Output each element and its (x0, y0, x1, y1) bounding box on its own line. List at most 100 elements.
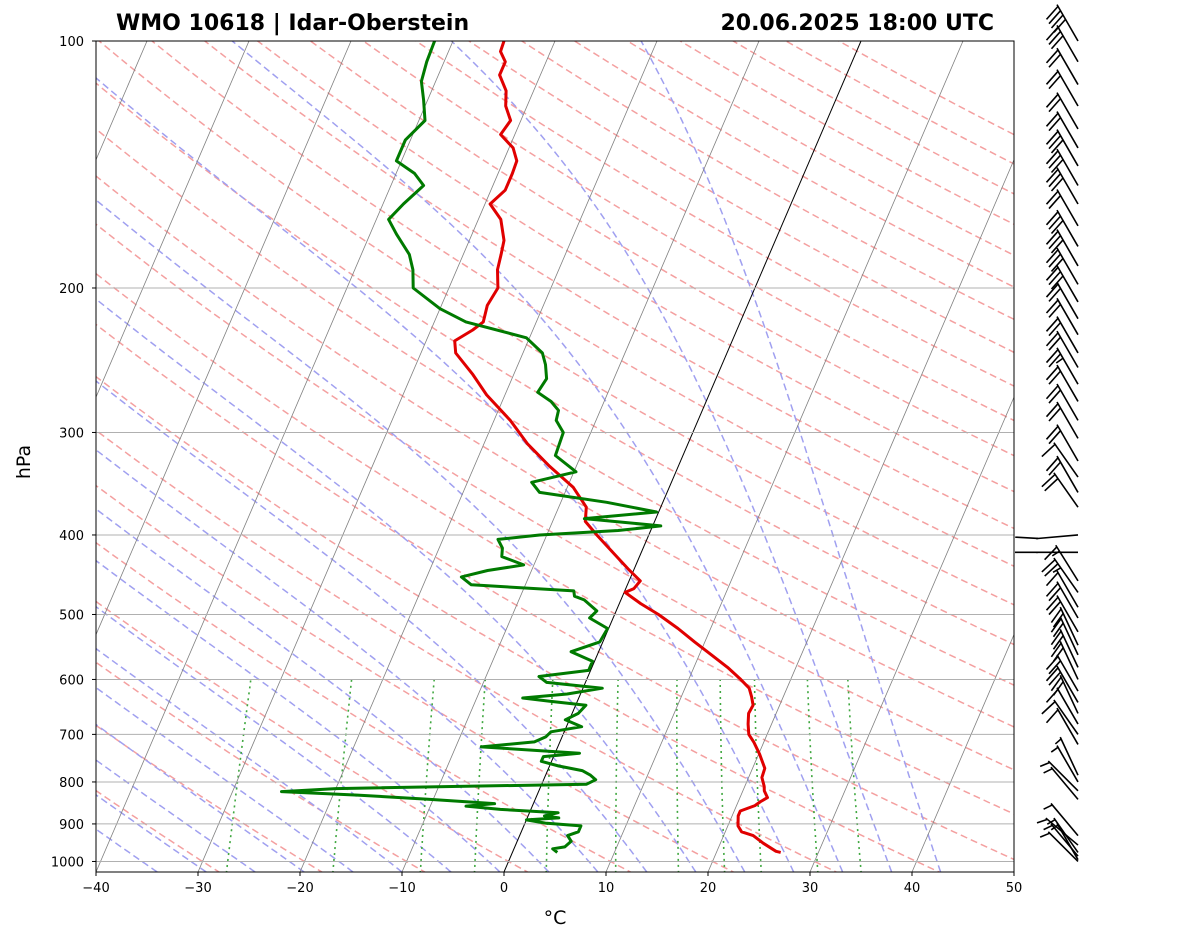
wind-barb (1050, 606, 1079, 646)
wind-barb (1045, 581, 1079, 619)
dry-adiabat (96, 175, 1014, 728)
isotherm (299, 41, 658, 872)
dry-adiabat (96, 272, 1014, 815)
wind-barb (1045, 111, 1079, 149)
isotherm (96, 41, 352, 636)
dry-adiabat (96, 724, 324, 872)
mixing-ratio-line (753, 679, 763, 872)
wind-barb (1045, 247, 1079, 285)
wind-barb (1039, 760, 1079, 792)
mixing-ratio-line (614, 679, 619, 872)
moist-adiabat (96, 199, 746, 872)
x-tick-label: −20 (286, 881, 313, 896)
mixing-ratio-line (419, 679, 435, 872)
mixing-ratio-line (719, 679, 726, 872)
wind-barb (1041, 699, 1079, 735)
wind-barb (1045, 281, 1079, 320)
y-tick-label: 700 (59, 728, 84, 743)
y-tick-label: 1000 (51, 855, 84, 870)
chart-title-right: 20.06.2025 18:00 UTC (720, 11, 994, 36)
mixing-ratio-line (545, 679, 554, 872)
wind-barb (1045, 665, 1079, 703)
wind-barb (1045, 570, 1079, 608)
y-tick-label: 100 (59, 35, 84, 50)
wind-barb (1045, 167, 1079, 205)
y-tick-label: 900 (59, 818, 84, 833)
moist-adiabat (96, 298, 697, 872)
x-tick-label: 50 (1006, 881, 1023, 896)
x-tick-label: −40 (82, 881, 109, 896)
wind-barb (1045, 424, 1079, 462)
isotherm (401, 41, 760, 872)
isotherm (197, 41, 556, 872)
dry-adiabat (96, 484, 736, 872)
wind-barb (1050, 745, 1079, 783)
wind-barb (1045, 364, 1079, 402)
isotherm (96, 41, 454, 872)
wind-barb (1045, 330, 1079, 368)
y-tick-label: 500 (59, 608, 84, 623)
y-tick-label: 800 (59, 776, 84, 791)
mixing-ratio-line (847, 679, 862, 872)
chart-title-left: WMO 10618 | Idar-Oberstein (116, 11, 469, 36)
sounding-profiles (280, 41, 782, 854)
dry-adiabat (203, 41, 1014, 530)
wind-barb (1045, 69, 1079, 107)
mixing-ratio-line (473, 679, 487, 872)
wind-barb (1045, 707, 1079, 745)
moist-adiabat (96, 828, 158, 872)
wind-barb (1045, 129, 1079, 167)
moist-adiabat (96, 605, 452, 872)
isotherm (809, 396, 1014, 872)
wind-barb (1043, 823, 1079, 857)
wind-barb (1041, 472, 1079, 508)
wind-barb (1050, 616, 1079, 656)
moist-adiabat (450, 41, 893, 872)
wind-barb (1045, 595, 1079, 633)
isotherm (605, 41, 964, 872)
moist-adiabat (96, 559, 501, 872)
wind-barb (1045, 189, 1079, 227)
x-tick-label: 40 (904, 881, 921, 896)
x-tick-label: 10 (598, 881, 615, 896)
background-reference-lines (96, 41, 1014, 872)
wind-barb (1045, 401, 1079, 439)
pressure-gridlines (96, 41, 1014, 862)
zero-isotherm (503, 41, 862, 872)
plot-frame (95, 40, 1015, 873)
x-axis-label: °C (544, 907, 567, 929)
moist-adiabat (96, 508, 550, 872)
wind-barb (1045, 209, 1079, 247)
dry-adiabat (256, 41, 1014, 493)
wind-barb (1041, 557, 1079, 593)
wind-barb (1036, 817, 1079, 846)
isotherm (707, 158, 1014, 872)
wind-barb (1015, 534, 1079, 540)
y-tick-label: 300 (59, 426, 84, 441)
x-tick-label: −30 (184, 881, 211, 896)
wind-barb (1045, 347, 1079, 385)
wind-barb (1050, 628, 1079, 668)
dry-adiabat (97, 41, 1014, 606)
x-tick-label: 30 (802, 881, 819, 896)
dewpoint-profile (280, 41, 663, 854)
dry-adiabat (150, 41, 1014, 568)
temperature-profile (453, 41, 782, 854)
wind-barb (1045, 4, 1079, 42)
isotherm (96, 41, 250, 399)
y-axis-label: hPa (13, 445, 35, 479)
y-tick-label: 400 (59, 529, 84, 544)
wind-barb (1043, 802, 1079, 837)
wind-barb (1039, 831, 1079, 863)
wind-barb (1045, 316, 1079, 354)
x-tick-label: 0 (500, 881, 508, 896)
wind-barb (1050, 641, 1079, 680)
wind-barbs (1015, 4, 1079, 863)
moist-adiabat (640, 41, 942, 872)
y-tick-label: 200 (59, 282, 84, 297)
y-tick-label: 600 (59, 673, 84, 688)
wind-barb (1050, 675, 1079, 714)
mixing-ratio-line (806, 679, 819, 872)
wind-barb (1045, 297, 1079, 336)
